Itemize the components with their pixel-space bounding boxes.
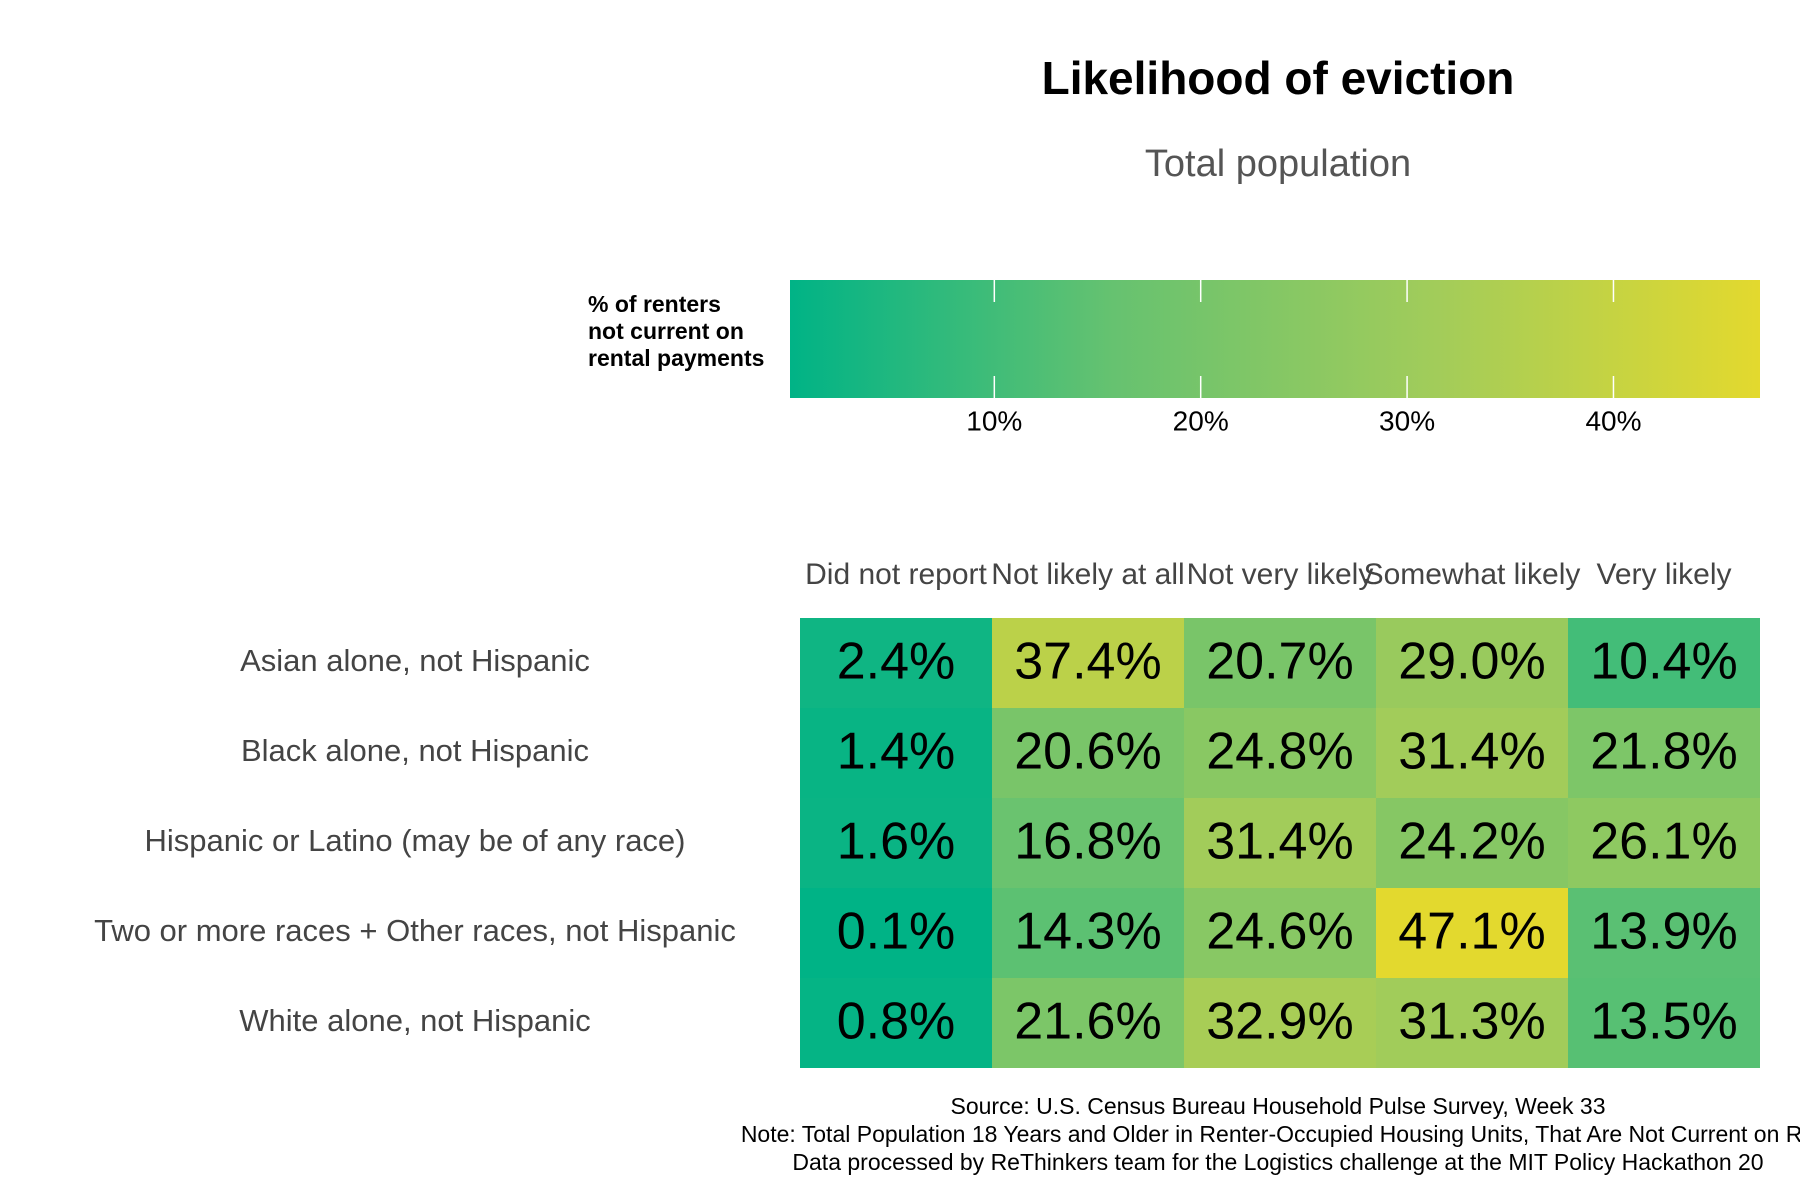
heatmap-cell bbox=[992, 978, 1184, 1068]
row-label: Black alone, not Hispanic bbox=[241, 733, 589, 768]
cell-label: 21.8% bbox=[1590, 723, 1737, 781]
colorbar bbox=[790, 280, 1760, 398]
column-label: Very likely bbox=[1596, 558, 1731, 591]
heatmap-cell bbox=[1568, 798, 1760, 888]
column-label: Somewhat likely bbox=[1364, 558, 1581, 591]
heatmap-cell bbox=[800, 708, 992, 798]
legend-title: % of renters bbox=[588, 291, 721, 317]
heatmap-cell bbox=[1376, 888, 1568, 978]
cell-label: 26.1% bbox=[1590, 813, 1737, 871]
heatmap-cell bbox=[1376, 618, 1568, 708]
cell-label: 13.9% bbox=[1590, 903, 1737, 961]
column-label: Did not report bbox=[805, 558, 987, 591]
cell-label: 31.3% bbox=[1398, 993, 1545, 1051]
column-label: Not very likely bbox=[1187, 558, 1374, 591]
heatmap-cell bbox=[1184, 798, 1376, 888]
cell-label: 1.4% bbox=[837, 723, 956, 781]
heatmap-cell bbox=[800, 978, 992, 1068]
heatmap-cell bbox=[992, 708, 1184, 798]
heatmap-cell bbox=[1184, 978, 1376, 1068]
cell-label: 24.2% bbox=[1398, 813, 1545, 871]
source-note: Note: Total Population 18 Years and Olde… bbox=[741, 1121, 1800, 1147]
chart-subtitle: Total population bbox=[1145, 143, 1411, 185]
heatmap-cell bbox=[1568, 978, 1760, 1068]
legend-title: not current on bbox=[588, 318, 744, 344]
heatmap-cell bbox=[1184, 888, 1376, 978]
heatmap-cell bbox=[1376, 708, 1568, 798]
heatmap-cell bbox=[1376, 978, 1568, 1068]
cell-label: 21.6% bbox=[1014, 993, 1161, 1051]
cell-label: 47.1% bbox=[1398, 903, 1545, 961]
heatmap-cell bbox=[1184, 708, 1376, 798]
cell-label: 2.4% bbox=[837, 633, 956, 691]
cell-label: 37.4% bbox=[1014, 633, 1161, 691]
source-note: Data processed by ReThinkers team for th… bbox=[792, 1149, 1763, 1175]
cell-label: 20.6% bbox=[1014, 723, 1161, 781]
legend-tick-label: 20% bbox=[1173, 405, 1229, 436]
cell-label: 29.0% bbox=[1398, 633, 1545, 691]
cell-label: 13.5% bbox=[1590, 993, 1737, 1051]
cell-label: 16.8% bbox=[1014, 813, 1161, 871]
cell-label: 20.7% bbox=[1206, 633, 1353, 691]
heatmap-cell bbox=[992, 618, 1184, 708]
chart-title: Likelihood of eviction bbox=[1042, 52, 1515, 104]
cell-label: 14.3% bbox=[1014, 903, 1161, 961]
heatmap-cell bbox=[1568, 888, 1760, 978]
cell-label: 0.8% bbox=[837, 993, 956, 1051]
heatmap-cell bbox=[800, 618, 992, 708]
source-note: Source: U.S. Census Bureau Household Pul… bbox=[951, 1093, 1606, 1119]
heatmap-cell bbox=[992, 888, 1184, 978]
row-label: White alone, not Hispanic bbox=[239, 1003, 591, 1038]
row-label: Two or more races + Other races, not His… bbox=[94, 913, 736, 948]
legend-tick-label: 40% bbox=[1585, 405, 1641, 436]
cell-label: 1.6% bbox=[837, 813, 956, 871]
cell-label: 0.1% bbox=[837, 903, 956, 961]
heatmap-cell bbox=[800, 798, 992, 888]
row-label: Asian alone, not Hispanic bbox=[240, 643, 590, 678]
heatmap-cell bbox=[800, 888, 992, 978]
legend-title: rental payments bbox=[588, 345, 764, 371]
heatmap-cell bbox=[1376, 798, 1568, 888]
cell-label: 32.9% bbox=[1206, 993, 1353, 1051]
heatmap-cell bbox=[992, 798, 1184, 888]
cell-label: 10.4% bbox=[1590, 633, 1737, 691]
legend-tick-label: 10% bbox=[966, 405, 1022, 436]
cell-label: 24.6% bbox=[1206, 903, 1353, 961]
cell-label: 24.8% bbox=[1206, 723, 1353, 781]
heatmap-cell bbox=[1568, 708, 1760, 798]
row-label: Hispanic or Latino (may be of any race) bbox=[144, 823, 685, 858]
column-label: Not likely at all bbox=[991, 558, 1184, 591]
cell-label: 31.4% bbox=[1398, 723, 1545, 781]
legend-tick-label: 30% bbox=[1379, 405, 1435, 436]
heatmap-cell bbox=[1568, 618, 1760, 708]
cell-label: 31.4% bbox=[1206, 813, 1353, 871]
heatmap-cell bbox=[1184, 618, 1376, 708]
